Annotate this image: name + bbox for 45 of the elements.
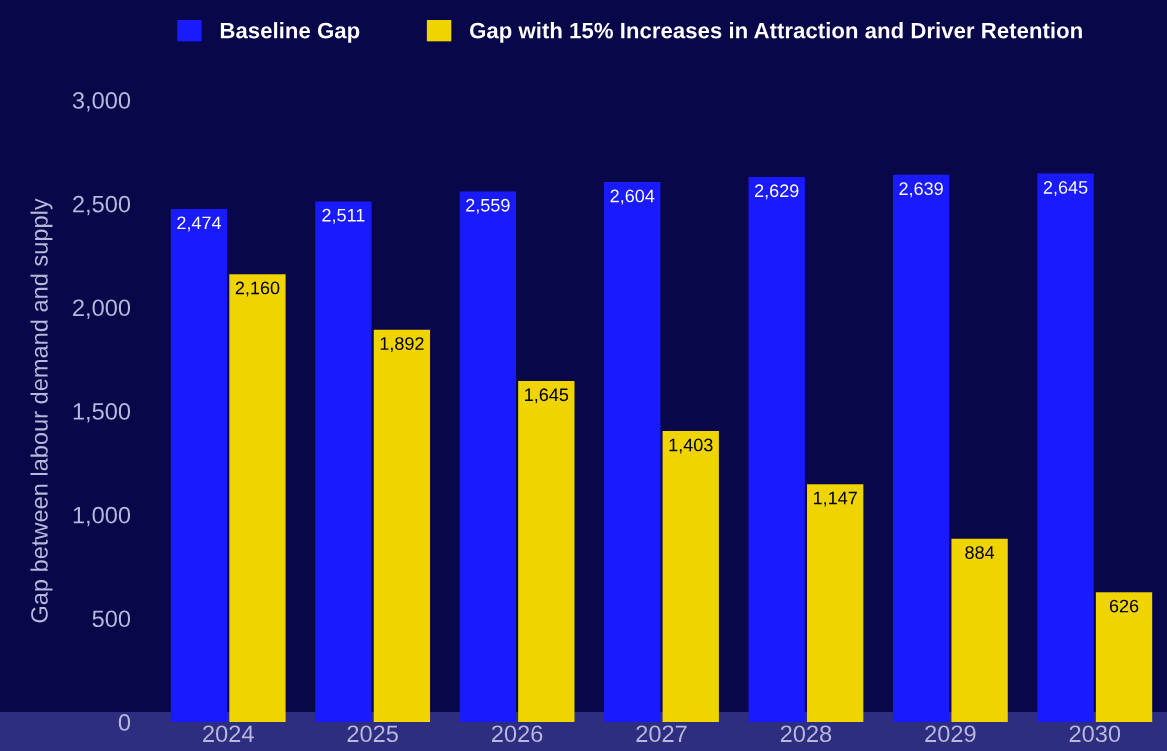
- bar: [748, 176, 805, 722]
- y-tick-label: 0: [118, 714, 131, 731]
- x-tick-label: 2026: [492, 725, 543, 743]
- y-tick-label: 500: [92, 610, 131, 628]
- bar: [459, 191, 516, 722]
- bar: [807, 484, 864, 722]
- bar: [373, 329, 431, 722]
- x-tick-label: 2027: [636, 725, 687, 743]
- y-tick-label: 2,000: [73, 299, 131, 319]
- bar: [662, 431, 719, 722]
- data-label: 626: [1109, 599, 1139, 613]
- data-label: 2,160: [235, 281, 280, 297]
- bar: [951, 538, 1008, 722]
- y-tick-label: 1,000: [73, 506, 131, 527]
- x-tick-label: 2030: [1069, 725, 1121, 743]
- data-label: 2,604: [610, 189, 655, 205]
- bar: [518, 380, 575, 722]
- y-axis-title: Gap between labour demand and supply: [30, 198, 53, 623]
- data-label: 1,892: [380, 337, 424, 353]
- bar: [1037, 173, 1094, 722]
- data-label: 2,474: [177, 216, 222, 232]
- data-label: 1,147: [813, 491, 857, 507]
- x-tick-label: 2028: [780, 725, 832, 743]
- legend-label: Gap with 15% Increases in Attraction and Driver Retention: [470, 22, 1082, 43]
- bar: [892, 174, 950, 722]
- data-label: 1,403: [669, 438, 713, 454]
- bar: [229, 274, 286, 722]
- data-label: 2,559: [466, 198, 510, 214]
- y-tick-label: 1,500: [73, 403, 131, 423]
- data-label: 884: [965, 546, 995, 559]
- data-label: 2,629: [755, 184, 799, 200]
- data-label: 1,645: [525, 388, 569, 404]
- data-label: 2,511: [322, 208, 365, 224]
- y-tick-label: 3,000: [72, 92, 131, 112]
- bar: [1095, 592, 1153, 722]
- data-label: 2,639: [899, 182, 943, 198]
- x-tick-label: 2025: [347, 725, 398, 743]
- legend-label: Baseline Gap: [220, 22, 360, 43]
- x-tick-label: 2029: [925, 725, 976, 743]
- y-tick-label: 2,500: [73, 195, 131, 216]
- bar: [170, 209, 228, 722]
- x-tick-label: 2024: [203, 725, 254, 743]
- bar: [315, 201, 372, 722]
- bar: [604, 182, 661, 722]
- data-label: 2,645: [1043, 181, 1088, 196]
